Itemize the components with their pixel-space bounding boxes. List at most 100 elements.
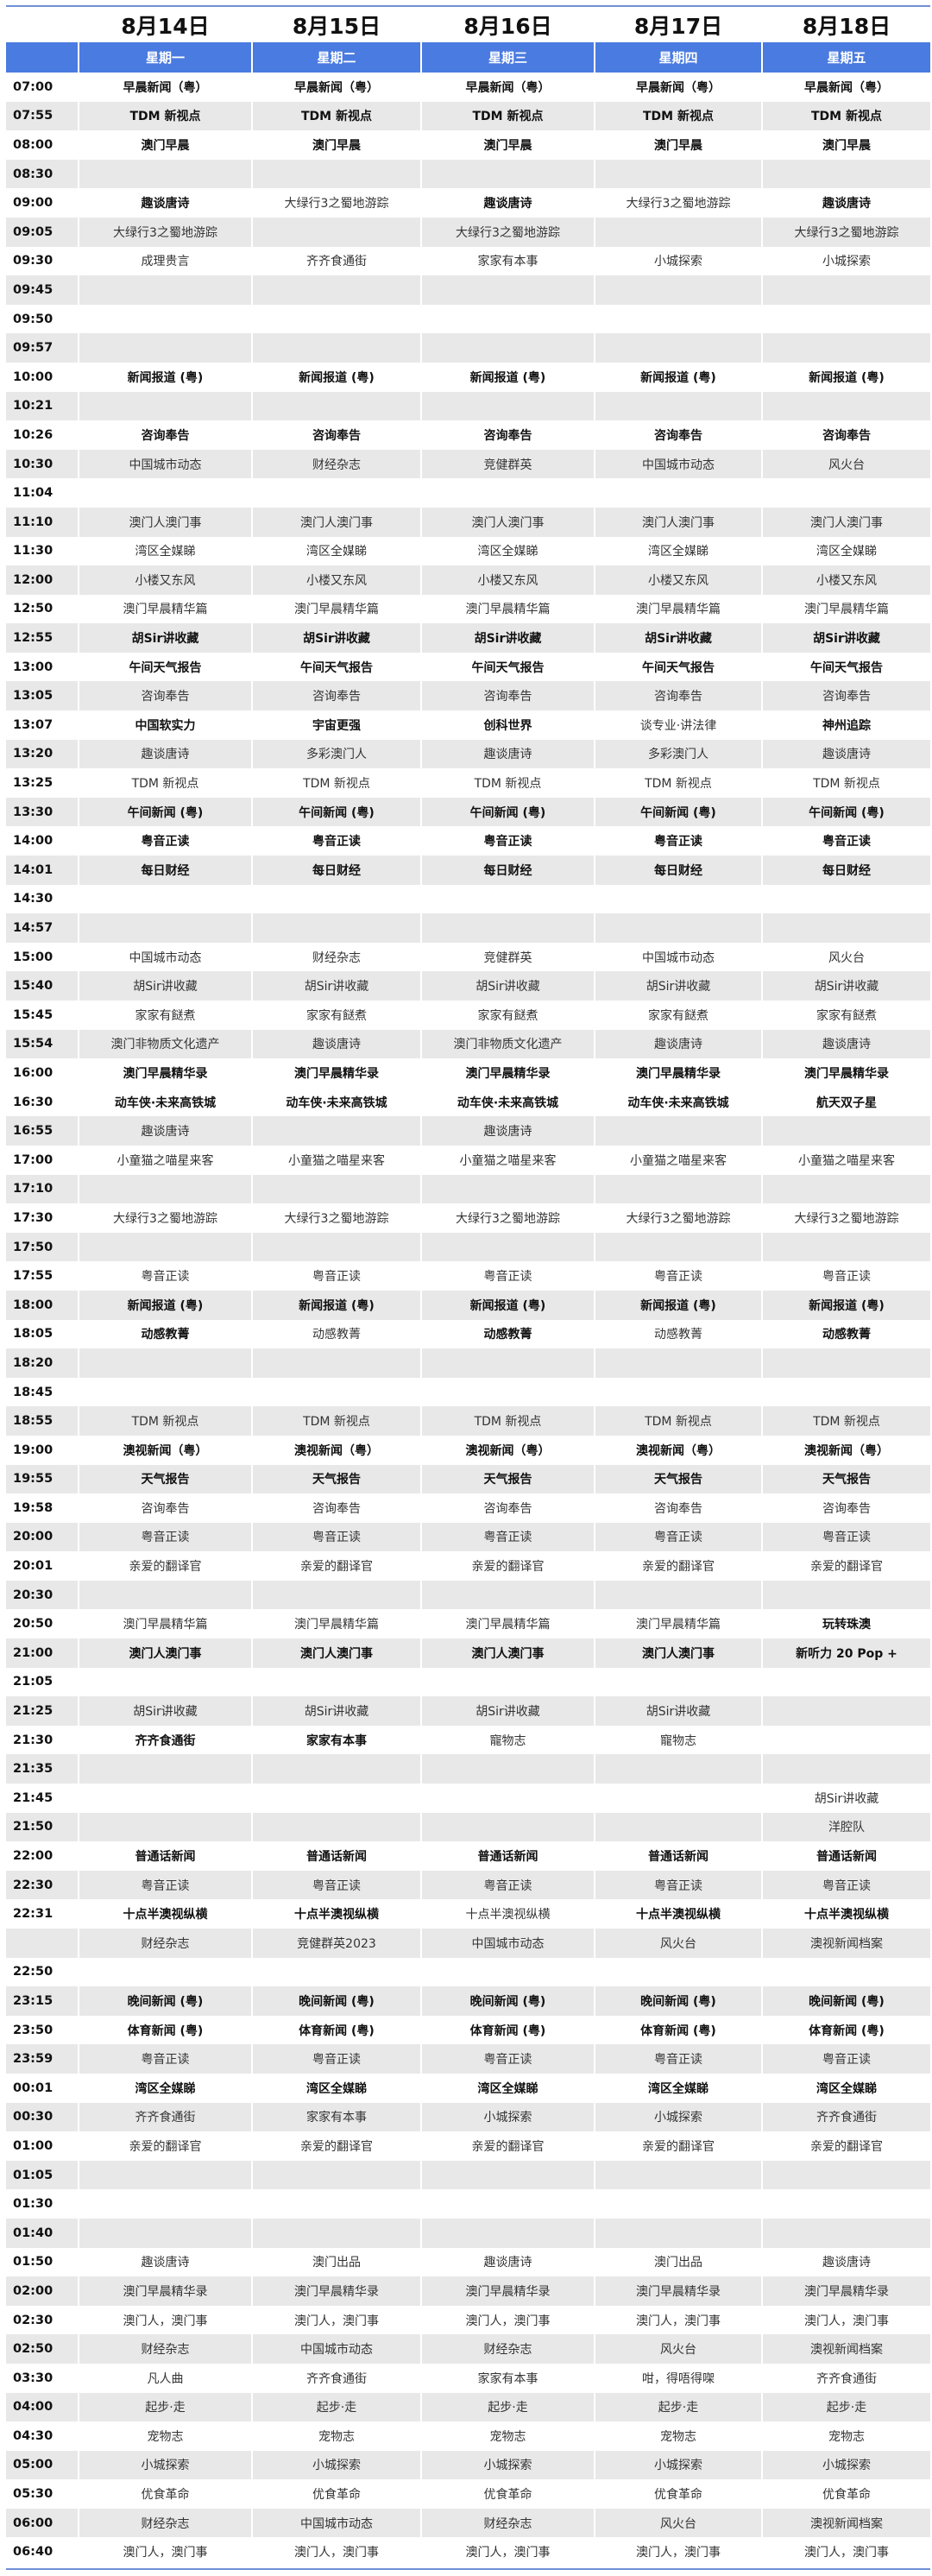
program-cell: [422, 478, 594, 508]
program-cell: 每日财经: [79, 856, 251, 885]
program-cell: 家家有本事: [477, 2371, 538, 2386]
table-row: 23:15 晚间新闻 (粤) 晚间新闻 (粤) 晚间新闻 (粤) 晚间新闻 (粤) 晚间新…: [6, 1986, 930, 2016]
time-slot: 21:30: [13, 1733, 54, 1747]
program-cell: 午间天气报告: [642, 660, 715, 675]
program-cell: [763, 275, 930, 305]
time-slot: 20:30: [6, 1580, 78, 1610]
program-cell: [422, 1754, 594, 1784]
date-header-row: 8月14日 8月15日 8月16日 8月17日 8月18日: [6, 7, 930, 42]
program-cell: 午间天气报告: [810, 660, 883, 675]
program-cell: 起步·走: [763, 2392, 930, 2422]
program-cell: 新闻报道 (粤): [299, 370, 375, 385]
table-row: 21:00 澳门人澳门事 澳门人澳门事 澳门人澳门事 澳门人澳门事 新听力 20 Pop …: [6, 1638, 930, 1668]
table-row: 04:00 起步·走 起步·走 起步·走 起步·走 起步·走: [6, 2392, 930, 2422]
program-cell: 动车侠·未来高铁城: [286, 1095, 387, 1110]
table-row: 01:40: [6, 2218, 930, 2248]
program-cell: 咨询奉告: [422, 681, 594, 711]
table-row: 22:30 粤音正读 粤音正读 粤音正读 粤音正读 粤音正读: [6, 1870, 930, 1900]
time-slot: 19:55: [6, 1464, 78, 1494]
program-cell: TDM 新视点: [763, 1406, 930, 1436]
program-cell: 竞健群英: [483, 950, 532, 965]
program-cell: 咨询奉告: [822, 428, 871, 443]
program-cell: 财经杂志: [253, 449, 420, 479]
program-cell: [422, 1232, 594, 1262]
program-cell: [79, 159, 251, 189]
time-slot: 02:00: [6, 2276, 78, 2306]
program-cell: 晚间新闻 (粤): [422, 1986, 594, 2016]
time-slot: 17:00: [13, 1152, 54, 1167]
program-cell: 趣谈唐诗: [763, 739, 930, 769]
program-cell: [595, 2189, 761, 2219]
program-cell: 粤音正读: [422, 2044, 594, 2074]
time-slot: 22:00: [13, 1849, 54, 1864]
program-cell: 午间天气报告: [300, 660, 373, 675]
program-cell: 澳门早晨精华篇: [294, 603, 379, 617]
time-slot: 04:30: [13, 2428, 54, 2443]
program-cell: [253, 1378, 420, 1407]
table-row: 11:30 湾区全媒睇 湾区全媒睇 湾区全媒睇 湾区全媒睇 湾区全媒睇: [6, 537, 930, 566]
program-cell: 齐齐食通街: [135, 1733, 196, 1748]
program-cell: 湾区全媒睇: [648, 545, 708, 559]
program-cell: 澳门早晨精华篇: [123, 603, 208, 617]
date-header: 8月14日: [121, 13, 210, 39]
program-cell: 新闻报道 (粤): [253, 1290, 420, 1320]
table-row: 20:01 亲爱的翻译官 亲爱的翻译官 亲爱的翻译官 亲爱的翻译官 亲爱的翻译官: [6, 1551, 930, 1581]
bottom-divider: [6, 2568, 930, 2570]
time-slot: 06:00: [6, 2508, 78, 2538]
program-cell: [253, 217, 420, 247]
program-cell: 趣谈唐诗: [79, 739, 251, 769]
program-cell: 中国城市动态: [79, 449, 251, 479]
program-cell: [595, 333, 761, 363]
program-cell: 风火台: [595, 1929, 761, 1958]
program-cell: 财经杂志: [312, 950, 361, 965]
time-slot: 01:00: [13, 2138, 54, 2153]
program-cell: 齐齐食通街: [763, 2102, 930, 2132]
time-slot: 10:26: [13, 427, 54, 442]
program-cell: [253, 159, 420, 189]
program-cell: 湾区全媒睇: [135, 545, 196, 559]
program-cell: 亲爱的翻译官: [810, 1560, 883, 1575]
program-cell: 寵物志: [489, 1733, 526, 1748]
weekday-header: 星期五: [763, 42, 930, 73]
program-cell: 新闻报道 (粤): [127, 370, 204, 385]
program-cell: 咨询奉告: [654, 428, 702, 443]
table-row: 18:05 动感教菁 动感教菁 动感教菁 动感教菁 动感教菁: [6, 1320, 930, 1349]
program-cell: 澳门人澳门事: [422, 507, 594, 537]
program-cell: 湾区全媒睇: [135, 2081, 196, 2096]
time-slot: 15:40: [6, 971, 78, 1001]
program-cell: 趣谈唐诗: [141, 2256, 190, 2270]
program-cell: [79, 1668, 251, 1697]
time-slot: 13:00: [13, 660, 54, 674]
program-cell: [763, 391, 930, 421]
program-cell: 风火台: [595, 2508, 761, 2538]
table-row: 19:55 天气报告 天气报告 天气报告 天气报告 天气报告: [6, 1464, 930, 1494]
program-cell: TDM 新视点: [474, 777, 542, 792]
program-cell: [422, 1378, 594, 1407]
program-cell: 澳门早晨精华篇: [294, 1618, 379, 1632]
program-cell: 粤音正读: [79, 2044, 251, 2074]
program-cell: [595, 1812, 761, 1842]
table-row: 21:50 洋腔队: [6, 1812, 930, 1842]
program-cell: TDM 新视点: [253, 101, 420, 131]
time-slot: 22:31: [13, 1907, 54, 1922]
time-slot: 01:40: [6, 2218, 78, 2248]
program-cell: 胡Sir讲收藏: [79, 623, 251, 653]
program-cell: [79, 885, 251, 914]
program-cell: 小城探索: [595, 2450, 761, 2480]
program-cell: 十点半澳视纵横: [636, 1908, 721, 1923]
time-slot: 03:30: [13, 2371, 54, 2385]
program-cell: 财经杂志: [422, 2508, 594, 2538]
table-row: 18:55 TDM 新视点 TDM 新视点 TDM 新视点 TDM 新视点 TDM 新视点: [6, 1406, 930, 1436]
program-cell: [763, 1232, 930, 1262]
program-cell: 澳门人澳门事: [595, 1638, 761, 1668]
time-slot: 07:00: [13, 79, 54, 94]
program-cell: 亲爱的翻译官: [129, 2139, 202, 2154]
table-row: 17:00 小童猫之喵星来客 小童猫之喵星来客 小童猫之喵星来客 小童猫之喵星来客 小童猫…: [6, 1146, 930, 1175]
program-cell: 胡Sir讲收藏: [79, 971, 251, 1001]
time-slot: 21:00: [6, 1638, 78, 1668]
time-slot: 22:50: [13, 1965, 54, 1979]
program-cell: 财经杂志: [79, 1929, 251, 1958]
program-cell: 午间天气报告: [471, 660, 545, 675]
table-row: 21:05: [6, 1668, 930, 1697]
program-cell: [79, 913, 251, 943]
